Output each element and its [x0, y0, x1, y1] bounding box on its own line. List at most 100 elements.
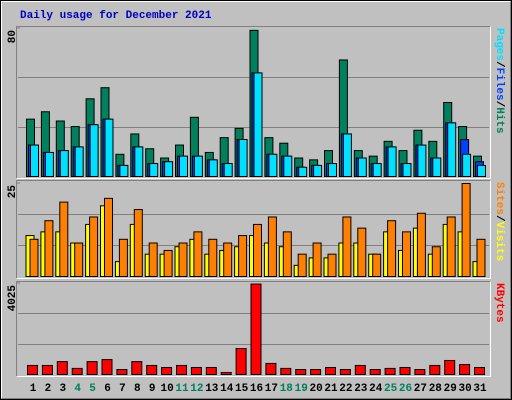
bar: [104, 197, 113, 278]
bar: [402, 163, 412, 178]
x-tick-label: 19: [295, 383, 308, 395]
bar: [86, 361, 98, 375]
bar: [223, 242, 233, 278]
bar: [89, 216, 99, 277]
x-tick-label: 3: [59, 383, 66, 395]
bar: [372, 163, 382, 178]
bar: [238, 235, 248, 277]
bar: [253, 223, 262, 277]
bar: [416, 212, 426, 277]
bar: [414, 369, 426, 376]
bar: [297, 253, 307, 277]
x-tick-label: 12: [190, 383, 203, 395]
bar: [369, 369, 381, 376]
panel-bevel-dark: [16, 26, 491, 179]
legend-separator: /: [493, 61, 505, 68]
chart-title: Daily usage for December 2021: [20, 10, 212, 22]
bar: [474, 366, 485, 375]
bar: [41, 364, 53, 375]
bar: [44, 151, 54, 177]
bar: [164, 161, 174, 177]
bar: [447, 122, 457, 177]
bar: [372, 253, 382, 277]
x-tick-label: 26: [399, 383, 412, 395]
bar: [446, 216, 456, 277]
x-tick-label: 6: [104, 383, 111, 395]
bar: [223, 163, 233, 178]
bar: [265, 362, 277, 376]
x-tick-label: 25: [384, 383, 398, 395]
y-tick-label: 25: [7, 185, 19, 199]
bar: [268, 153, 278, 178]
bar: [29, 238, 39, 278]
bar: [27, 364, 38, 375]
bar: [342, 216, 352, 277]
bar: [208, 159, 218, 178]
bar: [327, 253, 337, 277]
bar: [134, 146, 144, 177]
legend-entry: KBytes: [493, 283, 505, 323]
x-tick-label: 30: [458, 383, 471, 395]
bar: [298, 166, 308, 177]
panel-bevel-light: [16, 26, 491, 179]
bar: [44, 220, 54, 277]
bar: [354, 364, 366, 375]
bar: [116, 369, 128, 376]
x-tick-label: 1: [30, 383, 37, 395]
bar: [235, 348, 247, 375]
x-tick-label: 11: [175, 383, 189, 395]
bar: [59, 150, 69, 178]
bar: [208, 238, 218, 278]
bar: [280, 367, 292, 376]
bar: [387, 146, 397, 177]
x-tick-label: 15: [235, 383, 249, 395]
bar: [176, 364, 187, 375]
bar: [328, 163, 337, 178]
bar: [431, 246, 441, 278]
x-tick-label: 20: [309, 383, 322, 395]
bar: [238, 139, 248, 177]
bar: [71, 367, 83, 376]
legend: Sites/Visits: [493, 182, 505, 261]
x-tick-label: 28: [429, 383, 443, 395]
bar: [161, 366, 173, 375]
legend-entry: Files: [493, 68, 505, 101]
bar: [384, 367, 396, 376]
bar: [146, 364, 158, 375]
legend-entry: Visits: [493, 222, 505, 262]
bar: [444, 359, 456, 375]
bar: [310, 369, 322, 376]
bar: [205, 366, 217, 375]
bar: [89, 124, 99, 177]
bar: [179, 155, 188, 177]
bar: [283, 155, 293, 177]
legend-separator: /: [493, 101, 505, 108]
x-tick-label: 2: [45, 383, 52, 395]
x-tick-label: 13: [205, 383, 219, 395]
x-tick-label: 21: [324, 383, 338, 395]
bar: [30, 144, 39, 178]
bar: [101, 359, 113, 375]
bar: [462, 153, 472, 178]
bar: [432, 157, 442, 177]
panel-bevel-dark: [16, 180, 491, 279]
x-tick-label: 18: [280, 383, 294, 395]
bar: [253, 72, 263, 177]
bar: [402, 231, 411, 277]
bar: [399, 366, 411, 375]
legend-entry: Sites: [493, 182, 505, 215]
x-tick-label: 27: [414, 383, 427, 395]
legend-separator: /: [493, 215, 505, 222]
bar: [476, 238, 486, 278]
legend-entry: Pages: [493, 28, 505, 61]
bar: [133, 209, 143, 277]
legend: KBytes: [493, 283, 505, 323]
bar: [220, 371, 232, 375]
bar: [477, 164, 486, 177]
bar: [190, 366, 202, 375]
x-tick-label: 23: [354, 383, 368, 395]
x-tick-label: 5: [89, 383, 96, 395]
